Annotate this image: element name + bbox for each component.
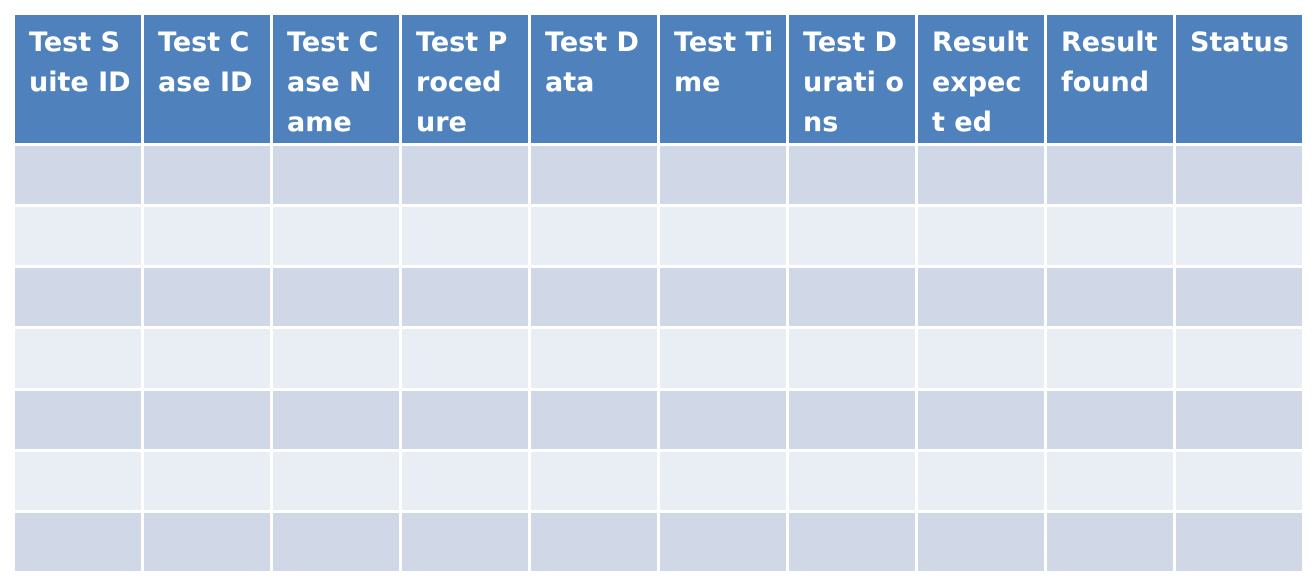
table-cell — [12, 387, 144, 452]
table-cell — [786, 387, 918, 452]
test-case-table: Test Suite ID Test Case ID Test Case Nam… — [12, 12, 1305, 575]
table-cell — [786, 448, 918, 513]
table-cell — [657, 387, 789, 452]
table-cell — [1044, 448, 1176, 513]
table-cell — [528, 509, 660, 575]
table-cell — [786, 265, 918, 330]
table-cell — [915, 204, 1047, 269]
table-cell — [270, 204, 402, 269]
table-cell — [270, 509, 402, 575]
table-cell — [12, 326, 144, 391]
table-cell — [141, 142, 273, 208]
table-cell — [141, 387, 273, 452]
table-cell — [528, 387, 660, 452]
table-row — [12, 387, 1305, 452]
header-test-data: Test Data — [528, 12, 660, 146]
table-cell — [528, 142, 660, 208]
table-row — [12, 142, 1305, 208]
table-cell — [1044, 204, 1176, 269]
table-cell — [270, 265, 402, 330]
table-cell — [915, 142, 1047, 208]
table-cell — [270, 387, 402, 452]
table-cell — [786, 509, 918, 575]
table-body — [12, 142, 1305, 575]
table-cell — [915, 326, 1047, 391]
table-cell — [12, 204, 144, 269]
header-test-case-id: Test Case ID — [141, 12, 273, 146]
table-cell — [1173, 448, 1305, 513]
table-row — [12, 326, 1305, 391]
table-cell — [1173, 387, 1305, 452]
table-cell — [141, 326, 273, 391]
table-cell — [1044, 326, 1176, 391]
header-row: Test Suite ID Test Case ID Test Case Nam… — [12, 12, 1305, 146]
table-cell — [1044, 387, 1176, 452]
table-cell — [399, 265, 531, 330]
header-test-procedure: Test Proced ure — [399, 12, 531, 146]
table-cell — [399, 326, 531, 391]
table-cell — [141, 204, 273, 269]
table-cell — [786, 204, 918, 269]
table-row — [12, 509, 1305, 575]
table-cell — [657, 265, 789, 330]
header-status: Status — [1173, 12, 1305, 146]
table-cell — [528, 448, 660, 513]
table-cell — [915, 387, 1047, 452]
table-cell — [141, 265, 273, 330]
table-cell — [1044, 265, 1176, 330]
table-cell — [270, 448, 402, 513]
table-cell — [657, 326, 789, 391]
table-cell — [657, 142, 789, 208]
table-cell — [1044, 509, 1176, 575]
table-cell — [399, 387, 531, 452]
table-cell — [1173, 204, 1305, 269]
header-test-time: Test Time — [657, 12, 789, 146]
header-result-found: Result found — [1044, 12, 1176, 146]
table-row — [12, 448, 1305, 513]
table-cell — [786, 142, 918, 208]
table-cell — [786, 326, 918, 391]
table-cell — [915, 448, 1047, 513]
table-cell — [270, 326, 402, 391]
table-cell — [12, 509, 144, 575]
table-cell — [399, 448, 531, 513]
table-cell — [528, 204, 660, 269]
table-cell — [1173, 142, 1305, 208]
table-cell — [1044, 142, 1176, 208]
table-cell — [141, 509, 273, 575]
table-row — [12, 204, 1305, 269]
header-test-durations: Test Durati ons — [786, 12, 918, 146]
table-cell — [528, 265, 660, 330]
table-cell — [915, 509, 1047, 575]
header-test-case-name: Test Case Name — [270, 12, 402, 146]
header-test-suite-id: Test Suite ID — [12, 12, 144, 146]
table-cell — [270, 142, 402, 208]
table-cell — [399, 509, 531, 575]
table-row — [12, 265, 1305, 330]
table-cell — [1173, 326, 1305, 391]
table-cell — [1173, 509, 1305, 575]
table-cell — [657, 204, 789, 269]
table-cell — [12, 142, 144, 208]
test-case-table-container: Test Suite ID Test Case ID Test Case Nam… — [12, 12, 1305, 575]
header-result-expected: Result expect ed — [915, 12, 1047, 146]
table-cell — [915, 265, 1047, 330]
table-cell — [657, 509, 789, 575]
table-cell — [1173, 265, 1305, 330]
table-cell — [12, 265, 144, 330]
table-cell — [141, 448, 273, 513]
table-cell — [528, 326, 660, 391]
table-cell — [12, 448, 144, 513]
table-cell — [657, 448, 789, 513]
table-cell — [399, 142, 531, 208]
table-cell — [399, 204, 531, 269]
